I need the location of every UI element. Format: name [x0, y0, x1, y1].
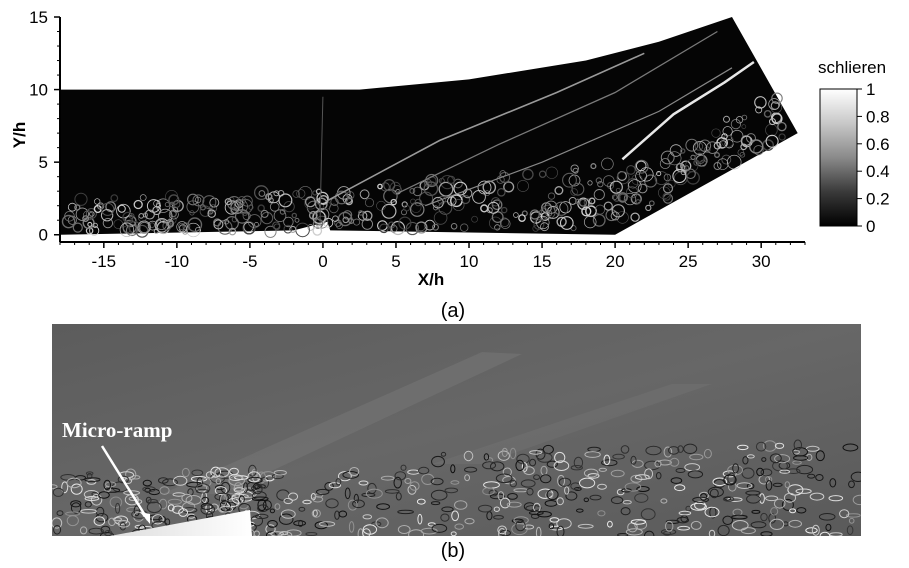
x-tick-label: -5 — [242, 252, 257, 271]
x-tick-label: 10 — [460, 252, 479, 271]
colorbar-tick-label: 0.6 — [866, 135, 890, 154]
colorbar-tick-label: 0.4 — [866, 162, 890, 181]
x-tick-label: 30 — [752, 252, 771, 271]
caption-a: (a) — [440, 300, 466, 322]
x-tick-label: -15 — [92, 252, 117, 271]
flow-domain — [60, 17, 798, 235]
colorbar-ticks: 1 0.8 0.6 0.4 0.2 0 — [857, 80, 890, 236]
colorbar-title: schlieren — [818, 58, 886, 77]
x-axis-title: X/h — [418, 270, 444, 289]
micro-ramp-label: Micro-ramp — [62, 418, 172, 442]
photo-turbulent-layer — [46, 439, 868, 542]
colorbar-tick-label: 0.8 — [866, 107, 890, 126]
shock-waves — [319, 30, 755, 224]
colorbar-tick-label: 0.2 — [866, 190, 890, 209]
photo-shock-band — [162, 352, 522, 494]
x-tick-label: 25 — [679, 252, 698, 271]
colorbar: schlieren 1 0.8 0.6 0.4 0.2 0 — [818, 58, 890, 236]
shock-line — [325, 52, 645, 203]
experimental-photo: Micro-ramp — [46, 324, 868, 542]
shock-line — [395, 30, 718, 195]
x-tick-label: 0 — [318, 252, 327, 271]
boundary-layer-eddies — [61, 92, 787, 238]
schlieren-field — [60, 17, 798, 238]
shock-line — [621, 60, 755, 161]
arrow-head-icon — [140, 512, 150, 524]
y-axis-title: Y/h — [10, 122, 29, 148]
colorbar-tick-label: 1 — [866, 80, 875, 99]
shock-line — [319, 96, 324, 224]
x-tick-label: 15 — [533, 252, 552, 271]
photo-shock-band — [432, 384, 712, 464]
x-tick-label: 20 — [606, 252, 625, 271]
y-tick-label: 0 — [39, 226, 48, 245]
x-tick-label: 5 — [391, 252, 400, 271]
micro-ramp-shape — [110, 510, 252, 536]
y-tick-label: 10 — [29, 81, 48, 100]
x-tick-label: -10 — [165, 252, 190, 271]
colorbar-tick-label: 0 — [866, 217, 875, 236]
axes: -15 -10 -5 0 5 10 15 20 25 30 0 5 10 15 — [29, 8, 806, 271]
y-tick-label: 5 — [39, 153, 48, 172]
figure-a: -15 -10 -5 0 5 10 15 20 25 30 0 5 10 15 X/h Y/h schli… — [10, 8, 890, 289]
caption-b: (b) — [440, 540, 466, 562]
y-tick-label: 15 — [29, 8, 48, 27]
photo-shock-bands — [162, 352, 712, 494]
micro-ramp-arrow — [100, 445, 150, 521]
colorbar-gradient — [819, 88, 858, 227]
shock-line — [424, 67, 733, 207]
